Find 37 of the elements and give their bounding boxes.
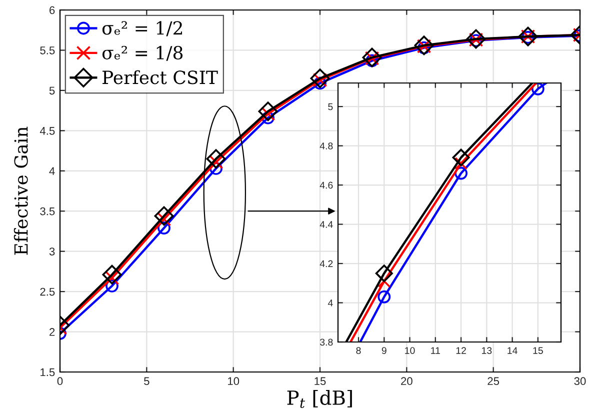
y-tick-label: 1.5 [40,368,55,376]
y-axis-title: Effective Gain [14,126,28,255]
y-tick-label: 4.4 [320,221,333,228]
y-tick-label: 5 [328,103,333,110]
y-tick-label: 5.5 [40,46,55,54]
y-tick-label: 4.6 [320,182,333,189]
y-tick-label: 4.8 [320,142,333,150]
x-tick-label: 13 [482,347,492,354]
x-tick-label: 15 [533,347,543,354]
y-tick-label: 3 [49,248,55,256]
x-tick-label: 11 [431,347,440,354]
y-tick-label: 4 [49,167,55,175]
y-tick-label: 6 [50,6,55,14]
x-tick-label: 25 [488,377,500,386]
y-tick-label: 2.5 [40,288,55,296]
x-tick-label: 9 [382,347,386,354]
x-tick-label: 10 [405,347,415,354]
legend-label: Perfect CSIT [102,70,218,84]
y-tick-label: 3.8 [320,338,333,346]
x-tick-label: 0 [57,377,63,386]
y-tick-label: 5 [49,86,55,95]
legend-label: σₑ² = 1/8 [102,46,183,61]
y-tick-label: 4.2 [320,260,333,268]
legend-label: σₑ² = 1/2 [102,21,182,36]
x-tick-label: 10 [228,377,240,386]
x-axis-title: P$_{t}$ [dB] [287,390,352,408]
y-tick-label: 3.5 [40,207,55,216]
y-tick-label: 4.5 [40,127,55,135]
y-tick-label: 2 [50,328,55,336]
y-tick-label: 4 [328,300,333,306]
x-tick-label: 14 [508,347,518,354]
x-tick-label: 12 [456,347,466,354]
x-tick-label: 20 [401,377,412,386]
x-tick-label: 5 [144,377,150,386]
x-tick-label: 15 [314,377,326,386]
x-tick-label: 8 [356,347,361,354]
x-tick-label: 30 [574,377,586,386]
